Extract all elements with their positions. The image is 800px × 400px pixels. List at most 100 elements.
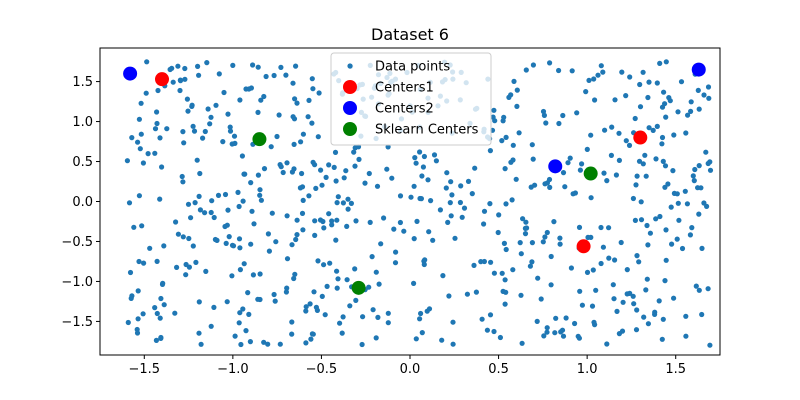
data-point bbox=[472, 165, 478, 171]
data-point bbox=[237, 310, 243, 316]
data-point bbox=[155, 87, 161, 94]
data-point bbox=[502, 166, 508, 172]
data-point bbox=[705, 160, 711, 167]
data-point bbox=[541, 112, 548, 118]
data-point bbox=[634, 307, 640, 313]
data-point bbox=[669, 241, 675, 247]
data-point bbox=[226, 234, 232, 240]
data-point bbox=[653, 156, 659, 162]
data-point bbox=[181, 140, 187, 146]
data-point bbox=[600, 69, 606, 75]
data-point bbox=[284, 285, 290, 291]
y-tick-label: −1.5 bbox=[61, 315, 93, 330]
data-point bbox=[557, 235, 563, 241]
data-point bbox=[158, 295, 164, 302]
data-point bbox=[421, 261, 427, 268]
data-point bbox=[576, 224, 583, 230]
y-tick-label: −0.5 bbox=[61, 235, 93, 250]
data-point bbox=[182, 65, 188, 72]
data-point bbox=[273, 239, 279, 245]
data-point bbox=[318, 167, 324, 173]
data-point bbox=[192, 200, 198, 206]
data-point bbox=[161, 243, 167, 249]
data-point bbox=[588, 195, 594, 201]
data-point bbox=[215, 192, 222, 198]
data-point bbox=[179, 173, 185, 180]
data-point bbox=[381, 215, 387, 221]
data-point bbox=[186, 235, 192, 242]
data-point bbox=[662, 278, 668, 284]
data-point bbox=[236, 236, 243, 242]
data-point bbox=[421, 153, 427, 160]
data-point bbox=[138, 131, 144, 137]
data-point bbox=[341, 175, 347, 181]
data-point bbox=[522, 225, 529, 231]
data-point bbox=[175, 231, 181, 237]
sklearn-centers-marker bbox=[252, 132, 267, 147]
data-point bbox=[600, 244, 607, 250]
data-point bbox=[511, 78, 517, 84]
data-point bbox=[624, 267, 630, 273]
data-point bbox=[305, 114, 311, 120]
data-point bbox=[374, 183, 381, 189]
data-point bbox=[222, 223, 228, 230]
data-point bbox=[294, 100, 300, 106]
data-point bbox=[136, 258, 142, 265]
data-point bbox=[278, 164, 284, 170]
data-point bbox=[167, 66, 173, 73]
data-point bbox=[646, 79, 652, 85]
data-point bbox=[707, 342, 713, 348]
data-point bbox=[359, 341, 365, 348]
data-point bbox=[159, 281, 166, 287]
data-point bbox=[393, 249, 399, 255]
data-point bbox=[127, 269, 134, 276]
data-point bbox=[157, 315, 163, 321]
data-point bbox=[375, 314, 381, 320]
data-point bbox=[269, 210, 275, 216]
data-point bbox=[560, 170, 567, 176]
data-point bbox=[609, 124, 615, 130]
data-point bbox=[574, 110, 580, 116]
data-point bbox=[552, 330, 558, 336]
data-point bbox=[623, 138, 629, 144]
data-point bbox=[647, 230, 654, 236]
data-point bbox=[290, 80, 296, 86]
data-point bbox=[678, 79, 685, 85]
data-point bbox=[299, 170, 305, 177]
data-point bbox=[461, 205, 468, 211]
data-point bbox=[202, 128, 208, 135]
data-point bbox=[141, 260, 147, 266]
data-point bbox=[208, 323, 214, 329]
data-point bbox=[340, 314, 346, 320]
data-point bbox=[184, 96, 190, 102]
data-point bbox=[551, 219, 557, 225]
data-point bbox=[495, 229, 501, 236]
data-point bbox=[662, 101, 668, 107]
data-point bbox=[298, 139, 304, 145]
data-point bbox=[366, 170, 372, 177]
y-tick-label: −1.0 bbox=[61, 275, 93, 290]
data-point bbox=[481, 208, 488, 214]
data-point bbox=[203, 268, 209, 274]
data-point bbox=[225, 111, 231, 117]
data-point bbox=[353, 218, 359, 224]
data-point bbox=[510, 142, 516, 148]
data-point bbox=[152, 150, 158, 156]
data-point bbox=[527, 263, 534, 269]
data-point bbox=[255, 172, 261, 178]
data-point bbox=[692, 166, 698, 173]
data-point bbox=[471, 262, 477, 268]
data-point bbox=[684, 201, 691, 207]
data-point bbox=[175, 63, 181, 69]
x-tick-label: −1.0 bbox=[217, 362, 249, 377]
data-point bbox=[209, 198, 215, 204]
data-point bbox=[497, 334, 503, 341]
data-point bbox=[568, 265, 575, 271]
data-point bbox=[659, 336, 665, 342]
data-point bbox=[428, 198, 434, 204]
data-point bbox=[177, 78, 184, 84]
x-tick-label: −0.5 bbox=[306, 362, 338, 377]
data-point bbox=[542, 234, 548, 240]
data-point bbox=[693, 283, 699, 289]
data-point bbox=[248, 180, 254, 186]
